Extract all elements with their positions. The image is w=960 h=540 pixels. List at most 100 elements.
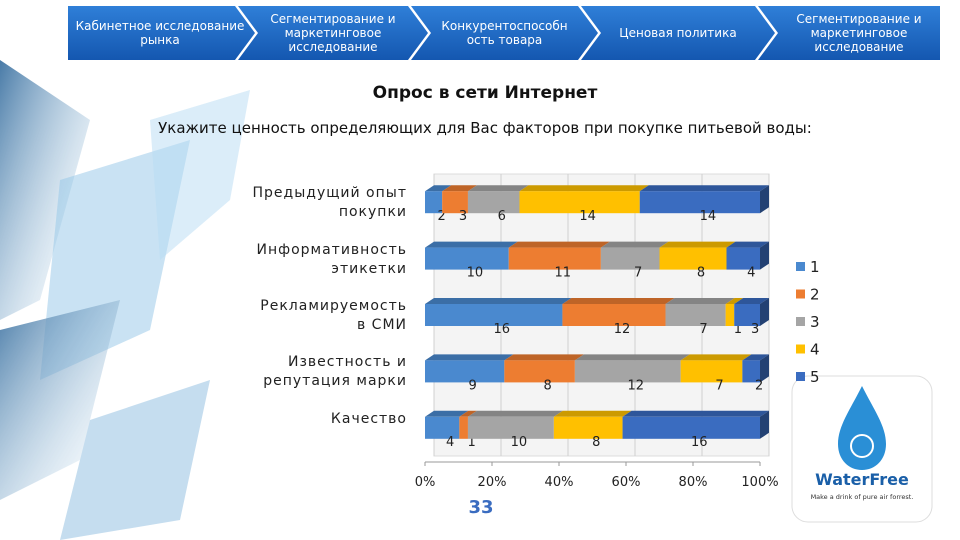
bar-top bbox=[519, 185, 649, 192]
y-tick-label: Качество bbox=[330, 410, 407, 427]
bar-top bbox=[425, 354, 514, 361]
bar bbox=[600, 247, 660, 270]
data-label: 1 bbox=[468, 435, 476, 450]
bar-top bbox=[442, 185, 477, 192]
bar-top bbox=[622, 410, 769, 417]
bar bbox=[519, 191, 640, 214]
nav-tab: Кабинетное исследование рынка bbox=[75, 19, 245, 47]
bar bbox=[726, 247, 760, 270]
bar-top bbox=[562, 298, 675, 304]
bar-top bbox=[467, 185, 529, 192]
bar-top bbox=[459, 410, 477, 417]
bar-side bbox=[760, 185, 769, 214]
bar bbox=[734, 304, 760, 326]
legend-swatch bbox=[796, 317, 805, 326]
bar bbox=[425, 247, 509, 270]
data-label: 4 bbox=[747, 266, 755, 281]
bar-top bbox=[467, 410, 563, 417]
y-tick-label: Предыдущий опыт покупки bbox=[252, 185, 407, 221]
bar-top bbox=[508, 241, 610, 248]
legend-label: 1 bbox=[810, 258, 820, 276]
data-label: 3 bbox=[459, 209, 467, 224]
bar bbox=[659, 247, 727, 270]
bar bbox=[508, 247, 601, 270]
bar bbox=[622, 416, 760, 439]
nav-tab: Ценовая политика bbox=[619, 26, 737, 40]
data-label: 12 bbox=[627, 378, 644, 393]
bar-top bbox=[425, 298, 572, 304]
data-label: 11 bbox=[555, 266, 572, 281]
y-tick-label: Рекламируемость в СМИ bbox=[260, 298, 407, 333]
nav-bar bbox=[68, 6, 940, 60]
x-tick-label: 20% bbox=[478, 475, 507, 490]
legend-swatch bbox=[796, 289, 805, 299]
bar bbox=[725, 304, 735, 326]
x-tick-label: 60% bbox=[612, 475, 641, 490]
data-label: 2 bbox=[437, 209, 445, 224]
bar bbox=[680, 360, 743, 383]
data-label: 6 bbox=[498, 209, 506, 224]
data-label: 8 bbox=[697, 266, 705, 281]
bar bbox=[742, 360, 760, 383]
legend-label: 3 bbox=[810, 313, 820, 331]
bar bbox=[425, 416, 460, 439]
data-label: 10 bbox=[511, 435, 528, 450]
bar-top bbox=[425, 185, 452, 192]
x-tick-label: 40% bbox=[545, 475, 574, 490]
legend-swatch bbox=[796, 262, 805, 271]
logo-name: WaterFree bbox=[815, 470, 909, 489]
legend-swatch bbox=[796, 372, 805, 381]
bar bbox=[459, 416, 468, 439]
bar-top bbox=[726, 241, 769, 248]
chart-subtitle: Укажите ценность определяющих для Вас фа… bbox=[158, 119, 812, 137]
bar bbox=[425, 360, 505, 383]
data-label: 1 bbox=[734, 322, 742, 337]
bar bbox=[425, 304, 563, 326]
bar-top bbox=[574, 354, 690, 361]
nav-tab: Сегментирование и маркетинговое исследов… bbox=[270, 12, 396, 54]
nav-tab: Сегментирование и маркетинговое исследов… bbox=[796, 12, 922, 54]
bar-top bbox=[665, 298, 735, 304]
bar-top bbox=[504, 354, 584, 361]
data-label: 14 bbox=[700, 209, 717, 224]
bar-side bbox=[760, 354, 769, 383]
bar bbox=[467, 191, 520, 214]
bar-top bbox=[680, 354, 752, 361]
data-label: 7 bbox=[634, 266, 642, 281]
bar-top bbox=[425, 410, 469, 417]
bar-side bbox=[760, 241, 769, 270]
bar bbox=[442, 191, 468, 214]
bar-top bbox=[659, 241, 736, 248]
bar-top bbox=[553, 410, 632, 417]
bar bbox=[562, 304, 666, 326]
data-label: 9 bbox=[469, 378, 477, 393]
bar-top bbox=[725, 298, 744, 304]
data-label: 8 bbox=[543, 378, 551, 393]
bar-side bbox=[760, 298, 769, 326]
bar-top bbox=[742, 354, 769, 361]
legend-label: 4 bbox=[810, 341, 820, 359]
logo: WaterFree Make a drink of pure air forre… bbox=[791, 375, 933, 523]
data-label: 7 bbox=[699, 322, 707, 337]
bar bbox=[553, 416, 623, 439]
data-label: 4 bbox=[446, 435, 454, 450]
data-label: 12 bbox=[614, 322, 631, 337]
nav-tab: Конкурентоспособн ость товара bbox=[441, 19, 568, 47]
data-label: 10 bbox=[467, 266, 484, 281]
data-label: 16 bbox=[691, 435, 708, 450]
data-label: 16 bbox=[493, 322, 510, 337]
legend-swatch bbox=[796, 344, 805, 354]
bar bbox=[425, 191, 443, 214]
bar-top bbox=[600, 241, 669, 248]
logo-tagline: Make a drink of pure air forrest. bbox=[811, 493, 914, 501]
data-label: 3 bbox=[751, 322, 759, 337]
y-tick-label: Информативность этикетки bbox=[256, 241, 407, 277]
chart-title: Опрос в сети Интернет bbox=[373, 83, 598, 103]
data-label: 2 bbox=[755, 378, 763, 393]
x-tick-label: 80% bbox=[679, 475, 708, 490]
x-tick-label: 100% bbox=[741, 475, 778, 490]
data-label: 14 bbox=[579, 209, 596, 224]
x-tick-label: 0% bbox=[415, 475, 436, 490]
